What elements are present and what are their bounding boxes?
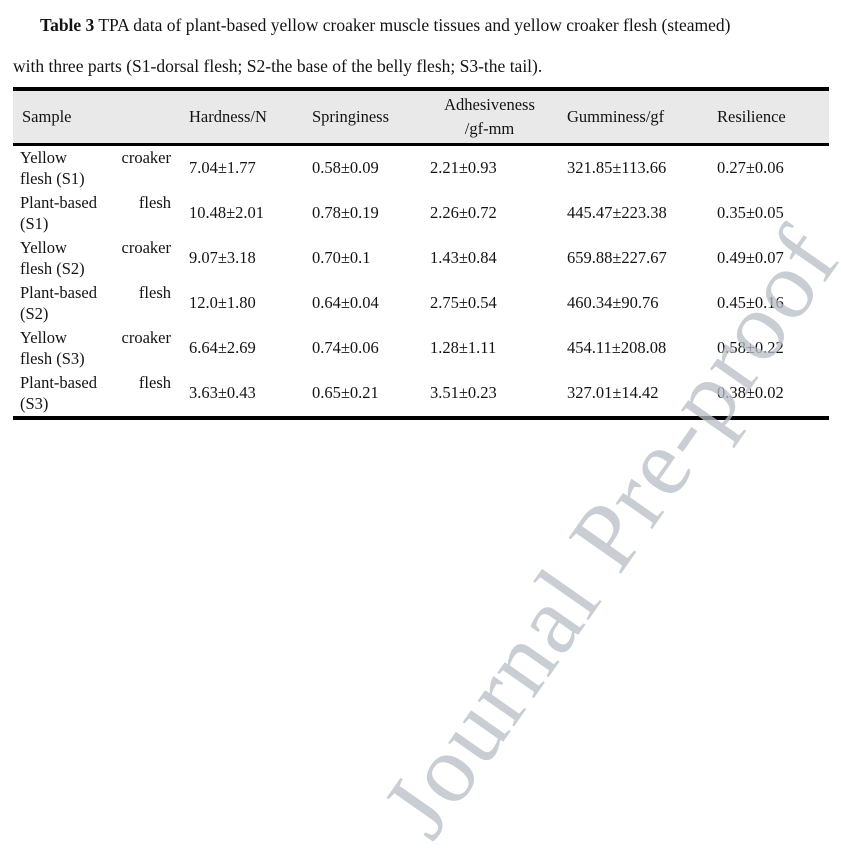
cell-springiness: 0.58±0.09 bbox=[312, 158, 379, 177]
cell-sample: Yellow croaker flesh (S3) bbox=[20, 328, 171, 368]
cell-springiness: 0.78±0.19 bbox=[312, 203, 379, 222]
table-body: Yellow croaker flesh (S1) 7.04±1.77 0.58±0.0… bbox=[13, 144, 829, 418]
cell-resilience: 0.38±0.02 bbox=[717, 383, 784, 402]
cell-resilience: 0.45±0.16 bbox=[717, 293, 784, 312]
cell-gumminess: 454.11±208.08 bbox=[567, 338, 667, 357]
cell-gumminess: 445.47±223.38 bbox=[567, 203, 667, 222]
cell-hardness: 3.63±0.43 bbox=[189, 383, 256, 402]
cell-springiness: 0.70±0.1 bbox=[312, 248, 371, 267]
cell-resilience: 0.49±0.07 bbox=[717, 248, 784, 267]
table-row: Yellow croaker flesh (S2) 9.07±3.18 0.70±0.1… bbox=[13, 236, 829, 281]
column-header-adhesiveness: Adhesiveness/gf-mm bbox=[444, 94, 535, 138]
cell-adhesiveness: 2.26±0.72 bbox=[430, 203, 497, 222]
cell-gumminess: 327.01±14.42 bbox=[567, 383, 659, 402]
cell-adhesiveness: 1.43±0.84 bbox=[430, 248, 497, 267]
cell-resilience: 0.27±0.06 bbox=[717, 158, 784, 177]
column-header-sample: Sample bbox=[22, 106, 72, 126]
header-row: Sample Hardness/N Springiness Adhesiveness /… bbox=[13, 89, 829, 144]
cell-gumminess: 659.88±227.67 bbox=[567, 248, 667, 267]
cell-sample: Plant-based flesh (S2) bbox=[20, 283, 171, 323]
cell-sample: Plant-based flesh (S3) bbox=[20, 373, 171, 413]
cell-resilience: 0.35±0.05 bbox=[717, 203, 784, 222]
cell-sample: Yellow croaker flesh (S2) bbox=[20, 238, 171, 278]
cell-gumminess: 321.85±113.66 bbox=[567, 158, 667, 177]
cell-adhesiveness: 2.21±0.93 bbox=[430, 158, 497, 177]
cell-hardness: 7.04±1.77 bbox=[189, 158, 256, 177]
cell-hardness: 9.07±3.18 bbox=[189, 248, 256, 267]
cell-resilience: 0.58±0.22 bbox=[717, 338, 784, 357]
table-row: Plant-based flesh (S1) 10.48±2.01 0.78±0.19 2… bbox=[13, 191, 829, 236]
cell-springiness: 0.65±0.21 bbox=[312, 383, 379, 402]
cell-gumminess: 460.34±90.76 bbox=[567, 293, 659, 312]
tpa-table: Sample Hardness/N Springiness Adhesiveness /… bbox=[13, 87, 829, 420]
table-row: Yellow croaker flesh (S1) 7.04±1.77 0.58±0.0… bbox=[13, 144, 829, 191]
column-header-gumminess: Gumminess/gf bbox=[567, 106, 665, 126]
cell-adhesiveness: 3.51±0.23 bbox=[430, 383, 497, 402]
caption-label: Table 3 bbox=[40, 15, 95, 35]
table-caption: Table 3 TPA data of plant-based yellow c… bbox=[13, 5, 833, 87]
column-header-hardness: Hardness/N bbox=[189, 106, 267, 126]
cell-adhesiveness: 1.28±1.11 bbox=[430, 338, 497, 357]
cell-sample: Yellow croaker flesh (S1) bbox=[20, 148, 171, 188]
caption-line-2: with three parts (S1-dorsal flesh; S2-th… bbox=[13, 56, 543, 76]
table-row: Plant-based flesh (S2) 12.0±1.80 0.64±0.04 2.… bbox=[13, 281, 829, 326]
cell-hardness: 12.0±1.80 bbox=[189, 293, 256, 312]
table-row: Yellow croaker flesh (S3) 6.64±2.69 0.74±0.0… bbox=[13, 326, 829, 371]
table-header: Sample Hardness/N Springiness Adhesiveness /… bbox=[13, 89, 829, 144]
cell-sample: Plant-based flesh (S1) bbox=[20, 193, 171, 233]
column-header-resilience: Resilience bbox=[717, 106, 786, 126]
table-row: Plant-based flesh (S3) 3.63±0.43 0.65±0.21 3.… bbox=[13, 371, 829, 418]
cell-springiness: 0.74±0.06 bbox=[312, 338, 379, 357]
cell-adhesiveness: 2.75±0.54 bbox=[430, 293, 497, 312]
caption-line-1: Table 3 TPA data of plant-based yellow c… bbox=[13, 5, 833, 46]
caption-text: TPA data of plant-based yellow croaker m… bbox=[94, 15, 731, 35]
cell-hardness: 10.48±2.01 bbox=[189, 203, 265, 222]
column-header-springiness: Springiness bbox=[312, 106, 390, 126]
cell-springiness: 0.64±0.04 bbox=[312, 293, 379, 312]
page: { "caption": { "label": "Table 3", "rest… bbox=[0, 5, 841, 856]
cell-hardness: 6.64±2.69 bbox=[189, 338, 256, 357]
